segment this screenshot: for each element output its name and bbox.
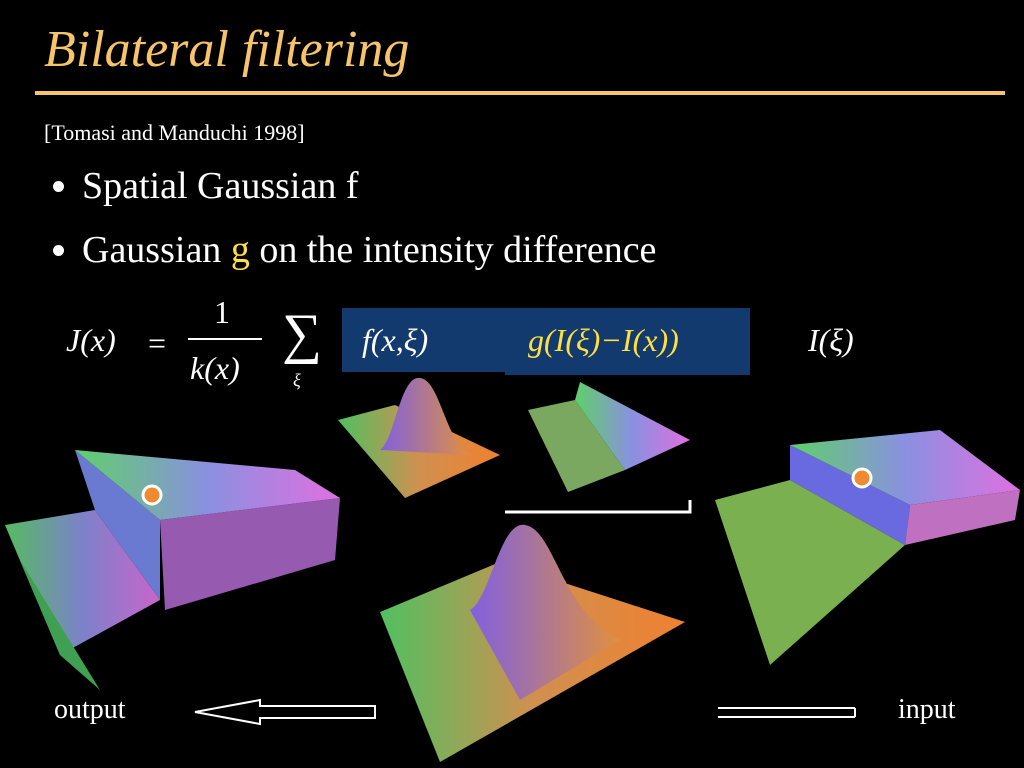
formula-input: I(ξ) [808,322,854,358]
spatial-gaussian-plot [338,377,500,498]
formula-lhs: J(x) [66,322,116,358]
formula-denominator: k(x) [190,350,240,386]
arrow-left [194,698,376,726]
range-plot [528,382,690,492]
arrow-tail [718,707,856,718]
bullet-highlight: g [230,229,250,271]
bullet-list: Spatial Gaussian f Gaussian g on the int… [44,164,656,292]
output-plot [5,450,340,690]
formula-range: g(I(ξ)−I(x)) [528,322,679,358]
title: Bilateral filtering [44,21,410,78]
formula-equals: = [148,325,167,361]
bullet-text: Spatial Gaussian f [82,165,359,207]
bullet-text: on the intensity difference [249,229,657,271]
product-plot [380,524,685,762]
input-plot [715,430,1020,665]
formula-sum-index: ξ [293,370,301,390]
range-box [505,308,750,375]
spatial-box [342,308,505,372]
output-label: output [54,694,126,725]
formula-numerator: 1 [214,294,230,330]
formula-spatial: f(x,ξ) [362,322,429,358]
citation: [Tomasi and Manduchi 1998] [44,120,305,145]
bullet: Spatial Gaussian f [82,164,656,208]
bullet-text: Gaussian [82,229,231,271]
bracket [505,500,692,514]
formula-sum: ∑ [282,303,322,365]
bullet: Gaussian g on the intensity difference [82,228,656,272]
input-label: input [898,694,956,725]
